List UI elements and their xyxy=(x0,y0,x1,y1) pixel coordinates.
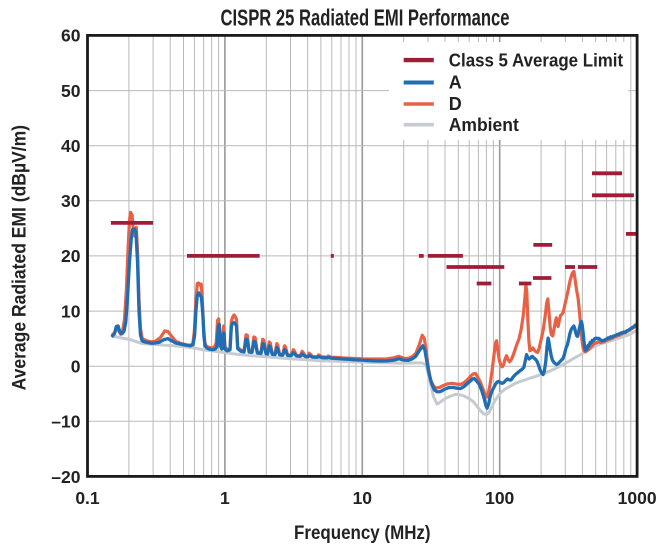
svg-text:40: 40 xyxy=(61,136,81,156)
svg-text:Class 5 Average Limit: Class 5 Average Limit xyxy=(449,50,623,70)
svg-text:10: 10 xyxy=(353,488,373,508)
svg-text:1000: 1000 xyxy=(618,488,657,508)
svg-text:30: 30 xyxy=(61,191,81,211)
svg-text:Average Radiated EMI (dBµV/m): Average Radiated EMI (dBµV/m) xyxy=(10,125,31,390)
svg-text:60: 60 xyxy=(61,26,81,46)
svg-text:CISPR 25 Radiated EMI Performa: CISPR 25 Radiated EMI Performance xyxy=(221,5,510,31)
svg-text:1: 1 xyxy=(220,488,230,508)
svg-text:0.1: 0.1 xyxy=(75,488,100,508)
svg-text:A: A xyxy=(449,73,462,93)
svg-text:–20: –20 xyxy=(51,467,80,487)
svg-text:50: 50 xyxy=(61,81,81,101)
svg-text:Ambient: Ambient xyxy=(449,115,519,135)
svg-text:D: D xyxy=(449,94,462,114)
svg-text:100: 100 xyxy=(485,488,514,508)
svg-text:Frequency (MHz): Frequency (MHz) xyxy=(294,523,431,544)
svg-text:10: 10 xyxy=(61,301,81,321)
svg-text:20: 20 xyxy=(61,246,81,266)
svg-text:–10: –10 xyxy=(51,412,80,432)
svg-text:0: 0 xyxy=(71,357,81,377)
